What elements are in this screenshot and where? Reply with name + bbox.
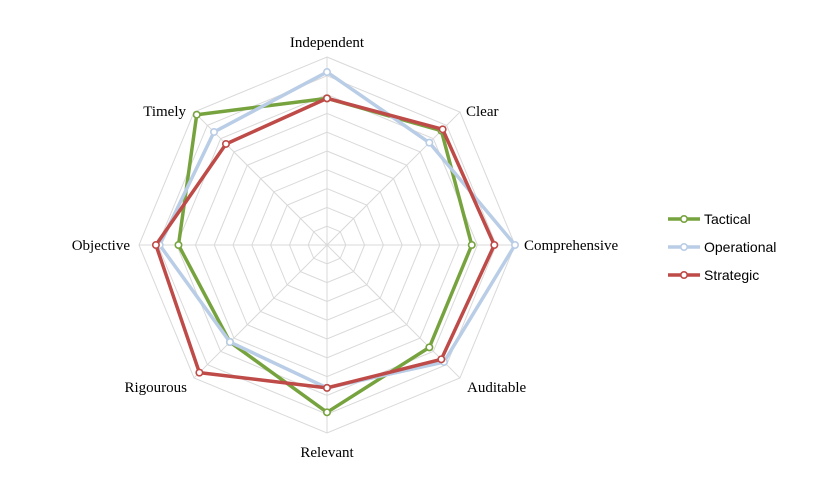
data-point [510, 241, 519, 250]
data-point [322, 68, 331, 77]
data-point [192, 110, 201, 119]
data-point [425, 138, 434, 147]
legend-label: Tactical [704, 211, 751, 227]
legend-label: Strategic [704, 267, 759, 283]
legend-item-strategic: Strategic [668, 267, 759, 283]
axis-label: Rigourous [124, 380, 187, 396]
legend-item-operational: Operational [668, 239, 776, 255]
series-strategic [151, 94, 499, 392]
axis-label: Clear [466, 104, 498, 120]
data-point [195, 368, 204, 377]
data-point [437, 355, 446, 364]
legend: Tactical Operational Strategic [668, 211, 776, 283]
legend-label: Operational [704, 239, 776, 255]
data-point [210, 128, 219, 137]
data-point [225, 338, 234, 347]
radar-grid [138, 56, 516, 434]
data-point [438, 125, 447, 134]
axis-labels: Independent Clear Comprehensive Auditable Re… [72, 35, 619, 461]
data-point [174, 241, 183, 250]
data-point [151, 241, 160, 250]
data-point [467, 241, 476, 250]
axis-label: Objective [72, 238, 131, 254]
data-point [322, 383, 331, 392]
legend-swatch-marker [679, 270, 688, 279]
legend-item-tactical: Tactical [668, 211, 751, 227]
data-point [490, 241, 499, 250]
grid-spoke [326, 111, 461, 246]
axis-label: Independent [290, 35, 365, 51]
axis-label: Comprehensive [524, 238, 618, 254]
legend-swatch-marker [679, 243, 688, 252]
data-point [221, 139, 230, 148]
data-point [322, 94, 331, 103]
grid-spoke [193, 244, 328, 379]
grid-spoke [326, 244, 461, 379]
axis-label: Timely [143, 104, 186, 120]
radar-series [151, 68, 519, 417]
legend-swatch-marker [679, 215, 688, 224]
axis-label: Auditable [467, 380, 526, 396]
data-point [322, 408, 331, 417]
data-point [425, 343, 434, 352]
axis-label: Relevant [300, 445, 354, 461]
